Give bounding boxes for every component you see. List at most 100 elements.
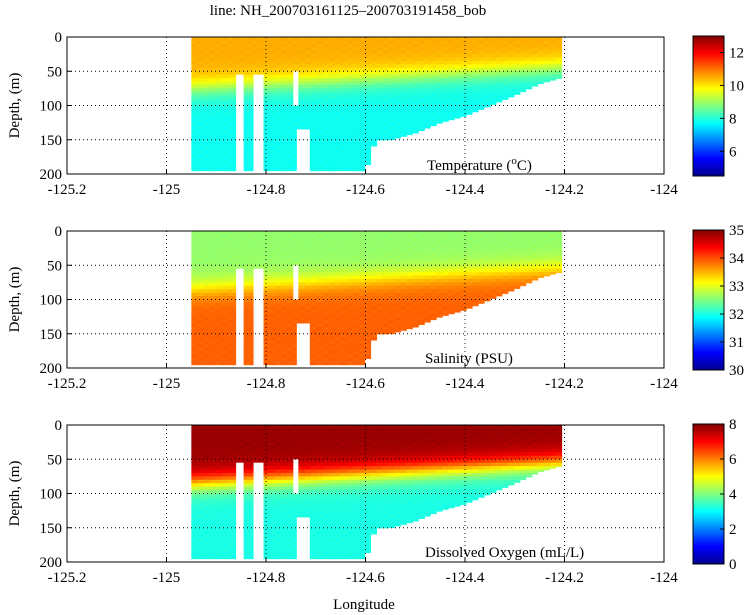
data-cell xyxy=(280,476,288,481)
data-cell xyxy=(280,442,288,447)
data-cell xyxy=(370,78,378,83)
data-cell xyxy=(203,551,210,556)
data-cell xyxy=(370,309,378,314)
data-cell xyxy=(442,302,449,307)
data-cell xyxy=(448,43,455,48)
data-cell xyxy=(543,268,551,273)
data-cell xyxy=(436,108,443,113)
data-cell xyxy=(298,47,306,52)
data-cell xyxy=(274,272,282,277)
data-cell xyxy=(310,156,318,161)
data-cell xyxy=(358,40,366,45)
data-cell xyxy=(298,285,306,290)
data-cell xyxy=(310,313,318,318)
data-cell xyxy=(418,285,425,290)
data-cell xyxy=(442,119,449,122)
data-cell xyxy=(352,258,360,263)
data-cell xyxy=(424,43,431,48)
data-cell xyxy=(221,57,228,62)
data-cell xyxy=(292,548,300,553)
data-cell xyxy=(322,541,330,546)
data-cell xyxy=(191,115,198,120)
data-cell xyxy=(382,316,389,321)
x-tick-label: -124 xyxy=(650,182,678,198)
data-cell xyxy=(245,493,252,498)
data-cell xyxy=(358,431,366,436)
data-cell xyxy=(513,71,521,76)
data-cell xyxy=(197,289,204,294)
data-cell xyxy=(263,538,270,543)
data-cell xyxy=(352,156,360,161)
data-cell xyxy=(310,544,318,549)
data-cell xyxy=(525,50,533,55)
data-cell xyxy=(221,167,228,172)
data-cell xyxy=(310,448,318,453)
data-cell xyxy=(471,105,479,110)
data-cell xyxy=(310,320,318,325)
data-cell xyxy=(358,102,366,107)
data-cell xyxy=(424,47,431,52)
data-cell xyxy=(221,91,228,96)
data-cell xyxy=(382,248,389,253)
data-cell xyxy=(209,299,216,304)
data-cell xyxy=(412,313,419,318)
data-cell xyxy=(203,452,210,457)
data-cell xyxy=(268,442,276,447)
chart-panel: -125.2 -125 -124.8 -124.6 -124.4 -124.2 -12405… xyxy=(7,30,744,198)
data-cell xyxy=(394,275,401,280)
data-cell xyxy=(352,347,360,352)
data-cell xyxy=(495,54,503,59)
data-cell xyxy=(346,340,354,345)
data-cell xyxy=(537,241,545,246)
data-cell xyxy=(513,74,521,79)
data-cell xyxy=(501,251,509,256)
data-cell xyxy=(394,50,401,55)
data-cell xyxy=(245,524,252,529)
data-cell xyxy=(400,313,407,318)
data-cell xyxy=(352,275,360,280)
data-cell xyxy=(418,81,425,86)
data-cell xyxy=(298,119,306,124)
data-cell xyxy=(274,347,282,352)
data-cell xyxy=(471,95,479,100)
data-cell xyxy=(388,254,395,259)
data-cell xyxy=(483,74,491,79)
data-cell xyxy=(406,323,413,328)
data-cell xyxy=(489,88,497,93)
data-cell xyxy=(352,466,360,471)
data-cell xyxy=(460,105,467,110)
data-cell xyxy=(430,278,437,283)
data-cell xyxy=(310,98,318,103)
data-cell xyxy=(251,261,258,266)
data-cell xyxy=(268,306,276,311)
data-cell xyxy=(412,57,419,62)
data-cell xyxy=(292,445,300,450)
data-cell xyxy=(334,486,342,491)
data-cell xyxy=(203,500,210,505)
data-cell xyxy=(495,95,503,100)
data-cell xyxy=(465,84,473,89)
data-cell xyxy=(537,43,545,48)
data-cell xyxy=(203,67,210,72)
data-cell xyxy=(388,272,395,277)
data-cell xyxy=(418,258,425,263)
data-cell xyxy=(191,496,198,501)
data-cell xyxy=(203,268,210,273)
data-cell xyxy=(286,524,294,529)
data-cell xyxy=(197,340,204,345)
data-cell xyxy=(340,272,348,277)
data-cell xyxy=(316,438,324,443)
data-cell xyxy=(280,333,288,338)
data-cell xyxy=(280,78,288,83)
data-cell xyxy=(346,122,354,127)
data-cell xyxy=(268,112,276,117)
data-cell xyxy=(525,254,533,259)
data-cell xyxy=(543,47,551,52)
data-cell xyxy=(543,272,551,277)
data-cell xyxy=(388,241,395,246)
data-cell xyxy=(352,337,360,342)
data-cell xyxy=(292,326,300,331)
data-cell xyxy=(358,313,366,318)
data-cell xyxy=(358,268,366,273)
